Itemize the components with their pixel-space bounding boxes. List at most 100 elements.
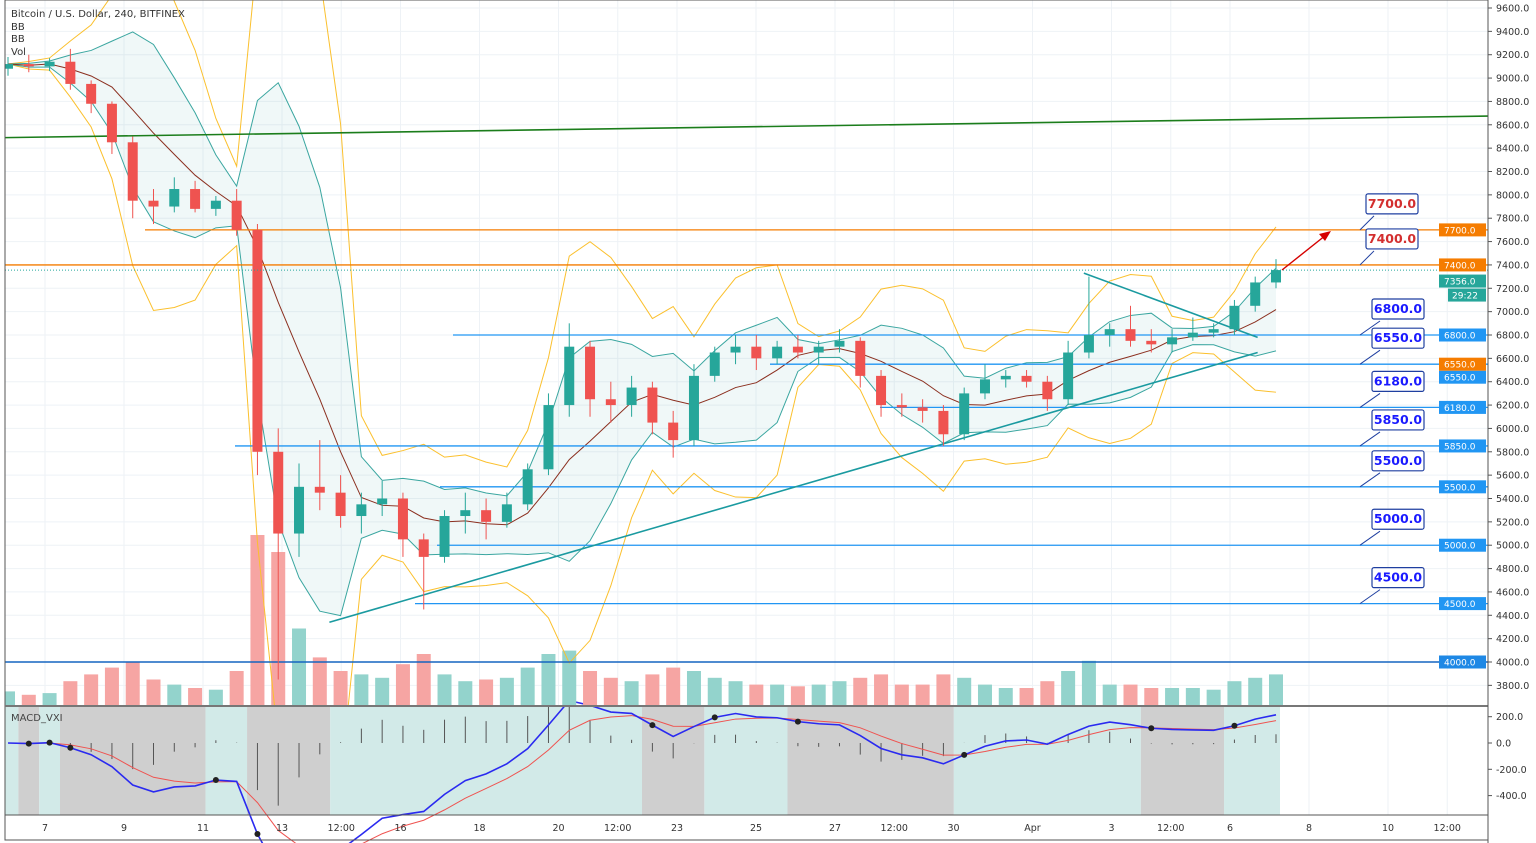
candle	[1000, 370, 1011, 388]
level-axis-tag: 6800.0	[1444, 332, 1476, 342]
indicator-bb-2[interactable]: BB	[11, 34, 25, 45]
bb-inner-fill	[8, 31, 1276, 616]
level-axis-tag-bg	[1439, 597, 1486, 611]
candle	[543, 393, 554, 476]
volume-bar	[957, 677, 972, 705]
candle-body	[106, 103, 117, 143]
level-axis-tag-bg	[1439, 400, 1486, 414]
price-tick-label: 9000.0	[1496, 74, 1529, 85]
candle-body	[1208, 329, 1219, 333]
time-tick-label: 23	[671, 823, 683, 834]
level-callout-box[interactable]	[1371, 298, 1425, 320]
volume-bar	[728, 681, 743, 705]
level-axis-tag: 4000.0	[1444, 659, 1476, 669]
macd-pane[interactable]	[5, 698, 1280, 843]
candle	[44, 58, 55, 72]
time-tick-label: 12:00	[1434, 823, 1461, 834]
candle-body	[481, 510, 492, 522]
candle	[1021, 370, 1032, 388]
volume-bar	[790, 686, 805, 705]
candle-body	[626, 387, 637, 406]
level-callout-label: 5850.0	[1374, 412, 1423, 427]
candle	[959, 387, 970, 441]
volume-bar	[770, 684, 785, 705]
level-callout-box[interactable]	[1371, 370, 1425, 393]
price-tags[interactable]: 7700.0 7400.0 6800.0 6550.0 6180.0 5850.0 5500…	[1439, 223, 1486, 669]
level-axis-tag-bg	[1439, 223, 1486, 237]
volume-bar	[520, 667, 535, 705]
volume-bar	[666, 667, 681, 705]
volume-bar	[292, 628, 307, 705]
time-tick-label: 13	[276, 823, 288, 834]
level-callout-box[interactable]	[1371, 508, 1425, 530]
candle	[855, 337, 866, 388]
price-tick-label: 7400.0	[1496, 260, 1529, 271]
candle-body	[959, 393, 970, 435]
candle-body	[397, 498, 408, 540]
trendline-ascending-support[interactable]	[329, 351, 1258, 624]
candle-body	[1063, 352, 1074, 400]
candle	[938, 405, 949, 446]
candle-body	[252, 229, 263, 452]
candle-body	[148, 200, 159, 207]
time-tick-label: Apr	[1024, 823, 1041, 834]
macd-bullish-zone	[953, 707, 1141, 815]
candle	[896, 393, 907, 417]
candle	[709, 346, 720, 382]
symbol-title[interactable]: Bitcoin / U.S. Dollar, 240, BITFINEX	[11, 9, 185, 20]
candle	[1063, 340, 1074, 406]
volume-bar	[936, 674, 951, 705]
candle	[979, 364, 990, 400]
level-callout-box[interactable]	[1365, 228, 1419, 250]
trendline-long-trend[interactable]	[5, 115, 1531, 139]
countdown-bg	[1448, 288, 1486, 302]
level-callout-box[interactable]	[1371, 409, 1425, 431]
candle	[460, 492, 471, 534]
candle-body	[730, 346, 741, 353]
volume-bar	[479, 679, 494, 705]
target-arrow-line[interactable]	[1281, 234, 1327, 271]
time-axis[interactable]: 7 9 11 13 12:00 16 18 20 12:00 23 25 27 12:00 30 Apr 3 1…	[42, 823, 1461, 834]
indicator-volume[interactable]: Vol	[11, 46, 26, 58]
time-tick-label: 3	[1108, 823, 1114, 834]
macd-cross-dot	[254, 831, 261, 838]
candle-body	[709, 352, 720, 376]
volume-bar	[915, 684, 930, 705]
candle	[23, 54, 34, 73]
candle	[876, 370, 887, 417]
indicator-bb-1[interactable]: BB	[11, 21, 25, 33]
current-price-tag: 7356.0	[1444, 278, 1476, 288]
price-tick-label: 7800.0	[1496, 214, 1529, 225]
candle	[1146, 329, 1157, 353]
price-pane[interactable]	[1, 0, 1530, 823]
macd-indicator-title[interactable]: MACD_VXI	[11, 713, 63, 724]
candle	[210, 196, 221, 216]
level-callout-box[interactable]	[1371, 327, 1425, 349]
volume-bar	[312, 657, 327, 705]
level-axis-tag: 4500.0	[1444, 600, 1476, 610]
candle-body	[1021, 375, 1032, 382]
candle-body	[1271, 270, 1281, 283]
level-callout-box[interactable]	[1371, 450, 1425, 472]
candle-body	[23, 64, 34, 67]
time-tick-label: 10	[1382, 823, 1394, 834]
macd-tick-label: 0.0	[1496, 739, 1511, 750]
price-tick-label: 6200.0	[1496, 401, 1529, 412]
level-callout-box[interactable]	[1365, 193, 1419, 215]
time-axis-border	[4, 814, 1489, 841]
candle	[1167, 329, 1178, 353]
time-tick-label: 16	[394, 823, 406, 834]
trendline-descending-resistance[interactable]	[1083, 272, 1258, 339]
candle	[1187, 317, 1198, 341]
candle	[273, 428, 284, 680]
price-tick-label: 4200.0	[1496, 634, 1529, 645]
time-tick-label: 12:00	[1157, 823, 1184, 834]
price-axis[interactable]: 9600.0 9400.0 9200.0 9000.0 8800.0 8600.0 8400…	[1488, 4, 1529, 803]
candle-body	[418, 539, 429, 557]
candle	[397, 492, 408, 557]
level-callout-box[interactable]	[1371, 567, 1425, 589]
volume-bar	[5, 691, 15, 705]
price-tick-label: 9200.0	[1496, 50, 1529, 61]
